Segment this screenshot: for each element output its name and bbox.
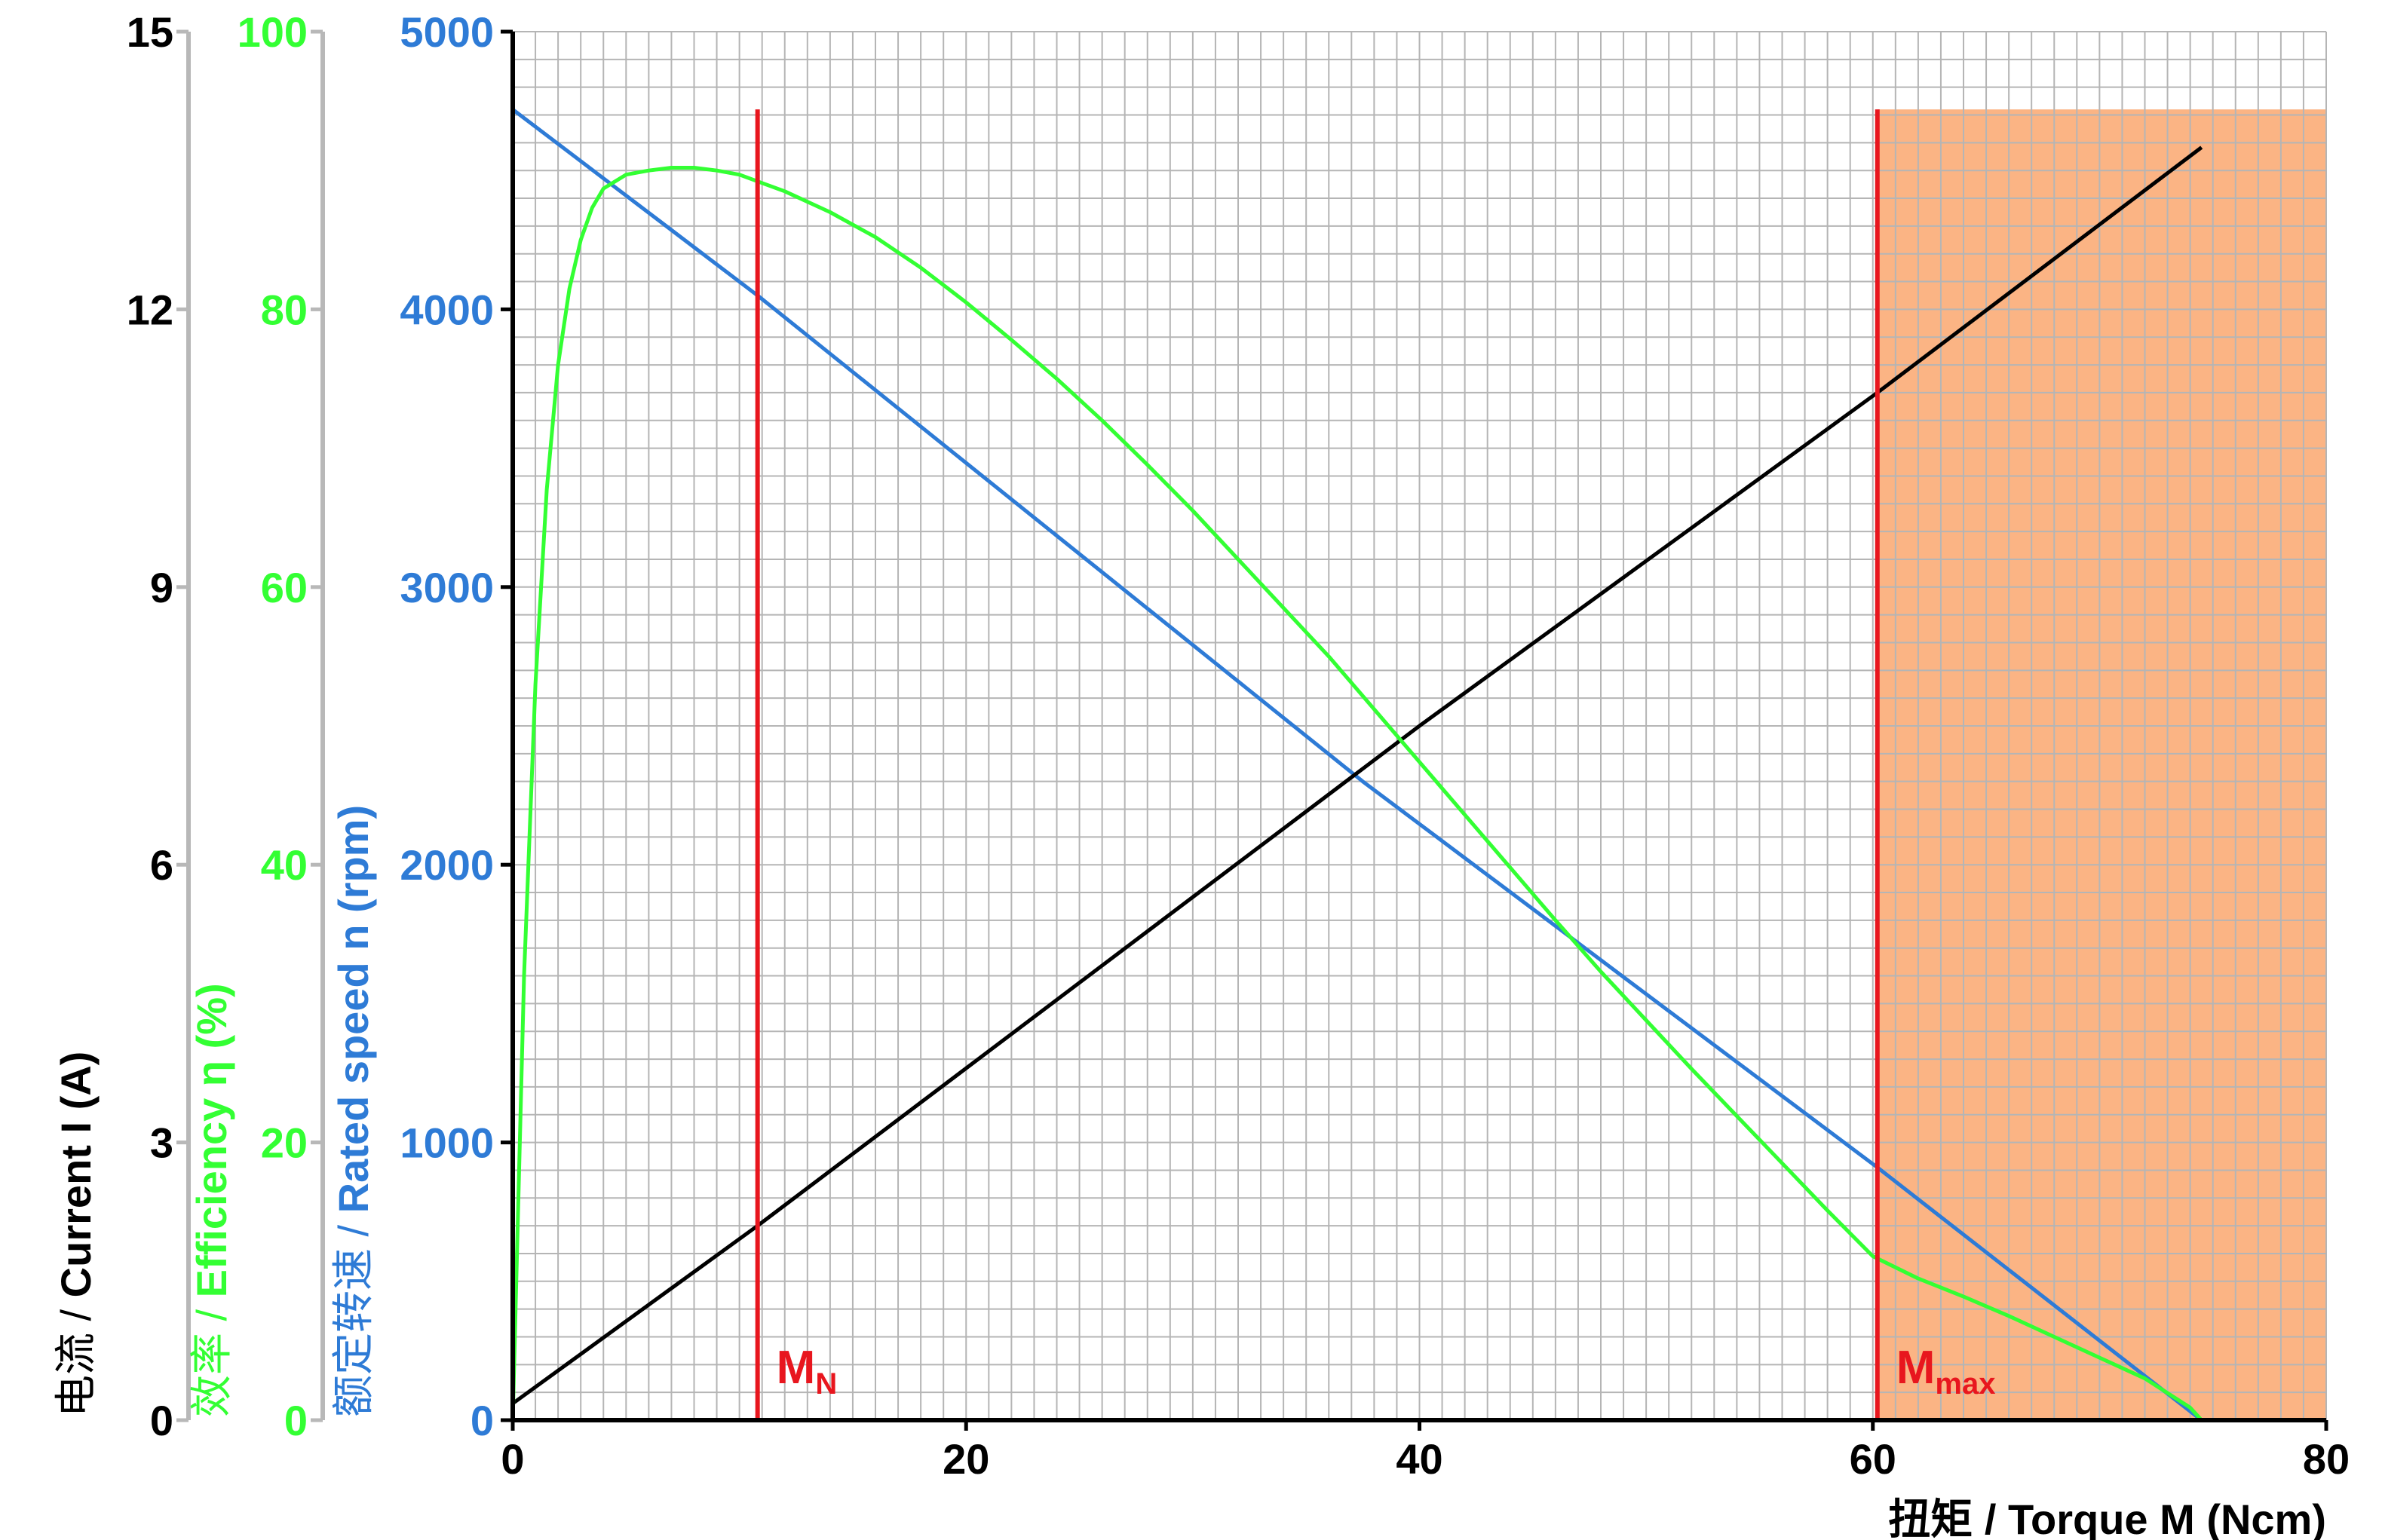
y-tick-label-current: 0 — [150, 1397, 173, 1444]
y-tick-label-speed: 0 — [471, 1397, 494, 1444]
y-tick-label-speed: 3000 — [400, 564, 494, 611]
series-line-speed — [511, 108, 2203, 1422]
y-tick-label-current: 12 — [127, 286, 173, 333]
marker-label-mmax: Mmax — [1896, 1342, 1996, 1401]
y-tick-label-speed: 2000 — [400, 841, 494, 889]
series-line-efficiency — [510, 166, 2203, 1422]
series-line-current — [511, 145, 2203, 1405]
y-tick-label-efficiency: 100 — [238, 8, 308, 56]
y-axis-title-current: 电流 / Current I (A) — [52, 1052, 100, 1417]
marker-label-mn: MN — [777, 1342, 838, 1401]
y-tick-label-current: 3 — [150, 1119, 173, 1167]
x-tick-label: 20 — [943, 1435, 989, 1483]
y-axis-title-speed: 额定转速 / Rated speed n (rpm) — [330, 805, 377, 1417]
y-tick-label-speed: 1000 — [400, 1119, 494, 1167]
y-tick-label-efficiency: 40 — [261, 841, 308, 889]
y-tick-label-efficiency: 60 — [261, 564, 308, 611]
y-tick-label-speed: 4000 — [400, 286, 494, 333]
y-tick-label-current: 6 — [150, 841, 173, 889]
y-tick-label-current: 15 — [127, 8, 173, 56]
overload-region — [1877, 109, 2326, 1421]
x-axis-title: 扭矩 / Torque M (Ncm) — [1888, 1496, 2326, 1540]
y-tick-label-efficiency: 20 — [261, 1119, 308, 1167]
y-tick-label-current: 9 — [150, 564, 173, 611]
x-tick-label: 40 — [1396, 1435, 1442, 1483]
y-tick-label-speed: 5000 — [400, 8, 494, 56]
x-tick-label: 60 — [1850, 1435, 1896, 1483]
y-tick-label-efficiency: 0 — [284, 1397, 308, 1444]
x-tick-label: 80 — [2303, 1435, 2350, 1483]
y-tick-label-efficiency: 80 — [261, 286, 308, 333]
x-tick-label: 0 — [501, 1435, 524, 1483]
y-axis-title-efficiency: 效率 / Efficiency η (%) — [188, 983, 235, 1417]
